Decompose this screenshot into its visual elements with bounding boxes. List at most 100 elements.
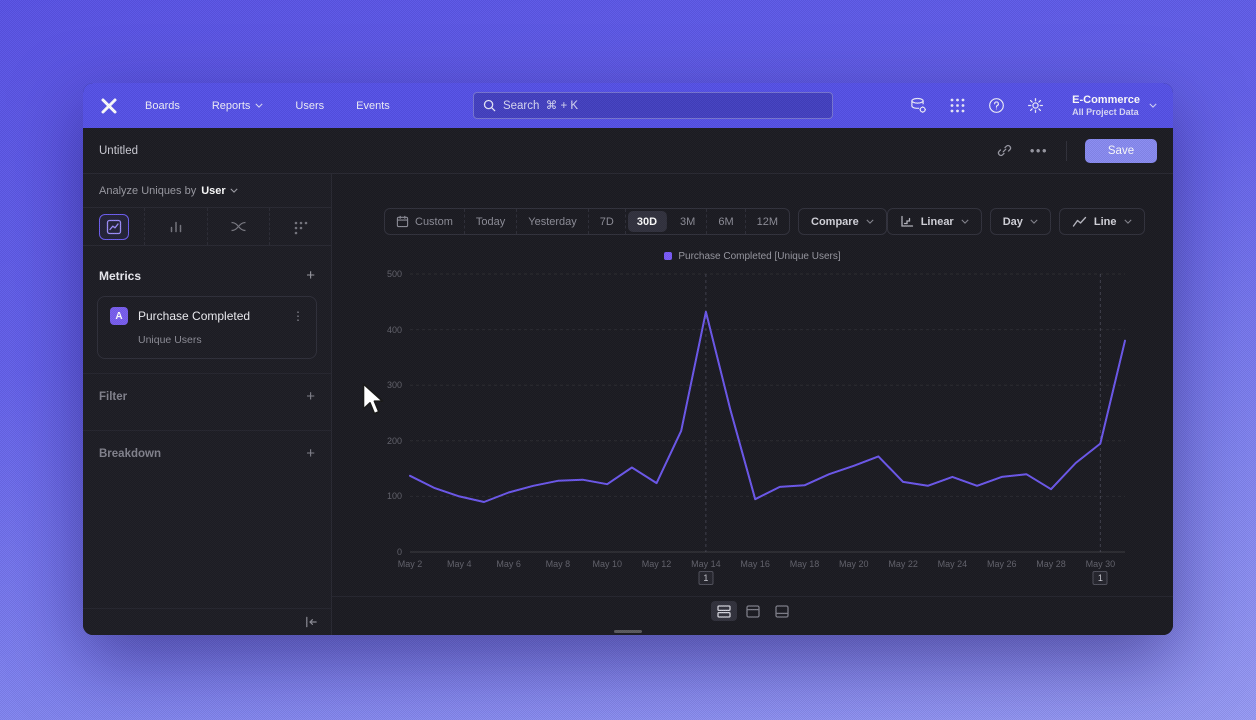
chevron-down-icon — [1149, 103, 1157, 108]
add-breakdown-button[interactable]: + — [306, 445, 315, 462]
project-selector[interactable]: E-Commerce All Project Data — [1072, 94, 1157, 118]
search-input[interactable] — [502, 99, 823, 112]
x-axis-tick: May 20 — [839, 559, 869, 569]
mixpanel-logo-icon[interactable] — [99, 96, 119, 116]
x-axis-tick: May 22 — [888, 559, 918, 569]
tab-retention[interactable] — [270, 208, 331, 245]
tab-insights[interactable] — [83, 208, 146, 245]
add-filter-button[interactable]: + — [306, 388, 315, 405]
metrics-title: Metrics — [99, 268, 142, 283]
range-6m[interactable]: 6M — [707, 209, 746, 234]
compare-button[interactable]: Compare — [798, 208, 887, 235]
range-custom[interactable]: Custom — [385, 209, 465, 234]
x-axis-tick: May 16 — [740, 559, 770, 569]
scale-dropdown[interactable]: Linear — [886, 208, 982, 235]
app-window: Boards Reports Users Events — [83, 83, 1173, 635]
metric-event-name[interactable]: Purchase Completed — [138, 309, 251, 323]
nav-item-events[interactable]: Events — [356, 99, 390, 112]
tab-flows[interactable] — [208, 208, 270, 245]
breakdown-title: Breakdown — [99, 447, 161, 460]
nav-item-boards[interactable]: Boards — [145, 99, 180, 112]
line-chart[interactable] — [409, 273, 1126, 553]
x-axis-tick: May 2 — [397, 559, 423, 569]
analyze-entity-dropdown[interactable]: User — [201, 185, 238, 197]
range-30d[interactable]: 30D — [627, 211, 668, 232]
y-axis-tick: 100 — [386, 491, 402, 502]
query-builder-sidebar: Analyze Uniques by User — [83, 174, 332, 635]
settings-gear-icon[interactable] — [1027, 97, 1044, 114]
x-axis-tick: May 12 — [641, 559, 672, 569]
metric-aggregation[interactable]: Unique Users — [138, 334, 202, 346]
chart-type-dropdown[interactable]: Line — [1058, 208, 1145, 235]
sidebar-footer — [83, 608, 331, 635]
x-axis-tick: May 18 — [789, 559, 820, 569]
report-title[interactable]: Untitled — [99, 144, 138, 157]
metric-series-badge: A — [110, 307, 128, 325]
range-today[interactable]: Today — [465, 209, 518, 234]
x-axis-tick: May 6 — [496, 559, 521, 569]
x-axis-tick: May 14 — [691, 559, 721, 569]
metric-menu-button[interactable]: ⋮ — [292, 309, 304, 323]
project-scope: All Project Data — [1072, 107, 1139, 118]
report-type-tabs — [83, 208, 331, 246]
x-axis-tick: May 4 — [447, 559, 472, 569]
nav-item-reports[interactable]: Reports — [212, 100, 264, 112]
chevron-down-icon — [230, 188, 238, 193]
more-options-button[interactable]: ••• — [1029, 142, 1048, 158]
divider — [1066, 140, 1067, 161]
y-axis-tick: 400 — [386, 324, 402, 335]
metrics-section-header: Metrics + — [83, 268, 331, 283]
layout-rows-button[interactable] — [710, 601, 737, 621]
date-range-group: Custom Today Yesterday 7D 30D 3M 6M 12M — [384, 208, 791, 235]
chart-legend: Purchase Completed [Unique Users] — [332, 251, 1173, 262]
range-7d[interactable]: 7D — [589, 209, 626, 234]
chevron-down-icon — [866, 219, 874, 224]
help-icon[interactable] — [988, 97, 1005, 114]
annotation-marker[interactable]: 1 — [698, 571, 714, 585]
y-axis-tick: 300 — [386, 380, 402, 391]
add-metric-button[interactable]: + — [306, 267, 315, 284]
report-title-bar: Untitled ••• Save — [83, 128, 1173, 174]
analyze-label: Analyze Uniques by — [99, 184, 197, 197]
y-axis-tick: 200 — [386, 435, 402, 446]
breakdown-section: Breakdown + — [83, 430, 331, 461]
tab-funnels[interactable] — [145, 208, 208, 245]
range-3m[interactable]: 3M — [669, 209, 708, 234]
y-axis-tick: 500 — [386, 269, 402, 279]
line-chart-icon — [1072, 216, 1087, 227]
apps-grid-icon[interactable] — [949, 97, 966, 114]
chevron-down-icon — [961, 219, 969, 224]
nav-item-users[interactable]: Users — [295, 99, 325, 112]
series-line-purchase-completed[interactable] — [409, 310, 1126, 503]
chevron-down-icon — [1030, 219, 1038, 224]
x-axis-tick: May 26 — [986, 559, 1017, 569]
save-button[interactable]: Save — [1085, 138, 1157, 163]
layout-split-button[interactable] — [740, 601, 766, 621]
collapse-sidebar-icon[interactable] — [304, 615, 318, 629]
interval-dropdown[interactable]: Day — [989, 208, 1051, 235]
chevron-down-icon — [1123, 219, 1132, 224]
x-axis-tick: May 28 — [1036, 559, 1066, 569]
metric-card[interactable]: A Purchase Completed ⋮ Unique Users — [97, 296, 317, 359]
layout-split-icon — [745, 604, 760, 618]
x-axis-tick: May 10 — [592, 559, 622, 569]
nav-right-cluster: E-Commerce All Project Data — [910, 94, 1157, 118]
layout-single-button[interactable] — [769, 601, 795, 621]
data-management-icon[interactable] — [910, 97, 927, 114]
chevron-down-icon — [255, 103, 263, 108]
layout-rows-icon — [716, 604, 731, 618]
range-yesterday[interactable]: Yesterday — [517, 209, 589, 234]
search-icon — [483, 99, 496, 112]
chart-toolbar: Custom Today Yesterday 7D 30D 3M 6M 12M Compare… — [384, 208, 1145, 235]
search-bar[interactable] — [472, 92, 833, 119]
insights-line-chart-icon — [106, 219, 121, 234]
annotation-marker[interactable]: 1 — [1092, 571, 1108, 585]
legend-label: Purchase Completed [Unique Users] — [678, 251, 841, 262]
range-12m[interactable]: 12M — [756, 215, 779, 228]
filter-title: Filter — [99, 390, 128, 403]
scrollbar-thumb[interactable] — [614, 630, 642, 633]
y-axis-tick: 0 — [396, 547, 402, 557]
retention-dots-icon — [295, 221, 308, 234]
calendar-icon — [396, 215, 409, 228]
share-link-icon[interactable] — [997, 143, 1012, 158]
